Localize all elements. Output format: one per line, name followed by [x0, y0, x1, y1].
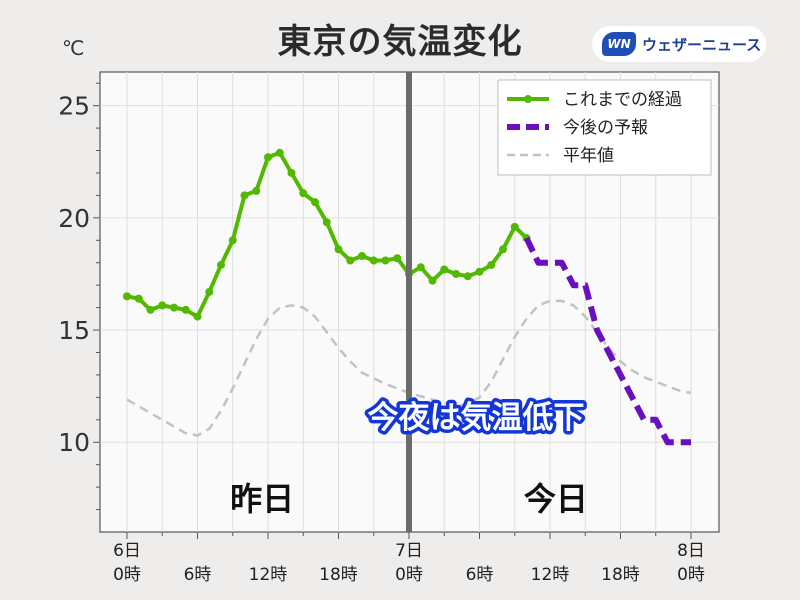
x-tick-label-hour: 18時 [601, 565, 640, 585]
observed-point [193, 312, 202, 321]
y-tick-label: 15 [58, 316, 90, 345]
observed-point [311, 198, 319, 207]
brand-logo-icon: WN [602, 32, 636, 56]
x-axis: 6日 0時 6時 12時 18時 7日 0時 6時 12時 18時 8日 0時 [113, 532, 705, 585]
legend-label: 平年値 [563, 146, 614, 166]
x-tick-label-date: 6日 [113, 541, 141, 561]
observed-point [393, 254, 402, 263]
observed-point [369, 256, 378, 265]
observed-point [228, 236, 237, 245]
observed-point [440, 265, 449, 274]
observed-point [264, 153, 272, 162]
observed-point [146, 305, 155, 314]
observed-point [287, 168, 296, 177]
brand-name: ウェザーニュース [642, 35, 762, 54]
observed-point [499, 245, 507, 254]
series-forecast-line [523, 236, 691, 446]
observed-point [134, 294, 143, 303]
x-tick-label-hour: 0時 [113, 565, 141, 585]
observed-point [158, 301, 167, 310]
x-tick-label-hour: 0時 [395, 565, 423, 585]
legend-marker-observed [524, 95, 532, 103]
day-labels: 昨日 今日 [230, 480, 588, 518]
y-axis: 10 15 20 25 [58, 82, 100, 511]
x-tick-label-hour: 18時 [319, 565, 358, 585]
y-tick-label: 25 [58, 92, 90, 121]
observed-point [334, 245, 343, 254]
observed-point [123, 292, 131, 301]
chart-title: 東京の気温変化 [277, 22, 523, 62]
observed-point [510, 222, 519, 231]
x-tick-label-date: 8日 [677, 541, 705, 561]
day-label: 今日 [524, 480, 588, 518]
observed-point [487, 260, 496, 269]
observed-point [416, 263, 425, 272]
observed-point [381, 256, 390, 265]
observed-point [240, 191, 249, 200]
observed-point [217, 260, 225, 269]
legend-label: 今後の予報 [563, 118, 648, 138]
observed-point [181, 305, 190, 314]
observed-point [452, 269, 460, 278]
x-tick-label-hour: 6時 [184, 565, 212, 585]
legend-label: これまでの経過 [563, 90, 682, 110]
observed-point [428, 276, 437, 285]
day-label: 昨日 [230, 480, 294, 518]
observed-point [205, 287, 214, 296]
y-tick-label: 10 [58, 428, 90, 457]
y-tick-label: 20 [58, 204, 90, 233]
series-normal-line [126, 299, 692, 437]
x-tick-label-hour: 12時 [531, 565, 570, 585]
observed-point [358, 252, 366, 260]
observed-point [322, 218, 331, 227]
x-tick-label-hour: 0時 [677, 565, 705, 585]
observed-point [252, 186, 261, 195]
observed-point [475, 267, 484, 276]
observed-point [299, 189, 308, 198]
y-unit-label: ℃ [62, 36, 85, 60]
observed-point [275, 148, 284, 157]
observed-point [170, 303, 178, 312]
brand-badge: WN ウェザーニュース [592, 26, 766, 62]
observed-point [346, 256, 355, 265]
annotation-text: 今夜は気温低下 [368, 400, 585, 436]
x-tick-label-hour: 12時 [249, 565, 288, 585]
observed-point [463, 272, 472, 281]
x-tick-label-date: 7日 [395, 541, 423, 561]
x-tick-label-hour: 6時 [466, 565, 494, 585]
